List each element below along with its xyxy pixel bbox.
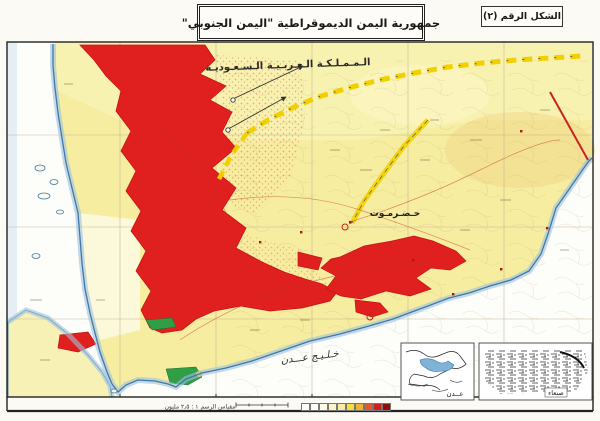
map-frame <box>6 41 594 413</box>
legend-swatch <box>355 403 364 411</box>
legend-swatch <box>382 403 391 411</box>
small-placename-scribbles <box>30 83 569 361</box>
coastline <box>6 44 595 398</box>
red-sea-islands <box>31 164 118 394</box>
legend-swatch <box>319 403 328 411</box>
legend-swatch <box>346 403 355 411</box>
legend-swatch <box>328 403 337 411</box>
oman-border-line <box>549 91 589 161</box>
figure-number-box: الشكل الرقم (٢) <box>481 6 563 27</box>
saudi-border-dashed-line <box>217 53 583 181</box>
scale-bar: مقياس الرسم ١ : ٢٫٥ مليون <box>165 402 289 411</box>
legend-swatch <box>364 403 373 411</box>
legend-swatch <box>337 403 346 411</box>
road-lines <box>149 119 561 341</box>
map-title: جمهورية اليمن الديموقراطية "اليمن الجنوب… <box>181 15 441 30</box>
figure-number-label: الشكل الرقم (٢) <box>482 11 561 22</box>
map-title-box: جمهورية اليمن الديموقراطية "اليمن الجنوب… <box>182 4 440 41</box>
legend-swatch <box>310 403 319 411</box>
inset-aden-label: عــدن <box>446 390 463 398</box>
annotation-arrows <box>225 65 304 133</box>
inset-aden: عــدن <box>400 342 475 401</box>
internal-border-band <box>349 118 430 225</box>
density-legend <box>301 403 391 411</box>
town-markers <box>259 130 549 321</box>
inset-sanaa-label: صنعاء <box>548 389 564 397</box>
inset-sanaa: صنعاء <box>478 342 593 401</box>
legend-swatch <box>373 403 382 411</box>
legend-swatch <box>301 403 310 411</box>
dense-red-region-west <box>79 44 338 334</box>
scale-label: مقياس الرسم ١ : ٢٫٥ مليون <box>165 404 236 411</box>
hadhramaut-label: حـضـرمـوت <box>370 209 420 219</box>
